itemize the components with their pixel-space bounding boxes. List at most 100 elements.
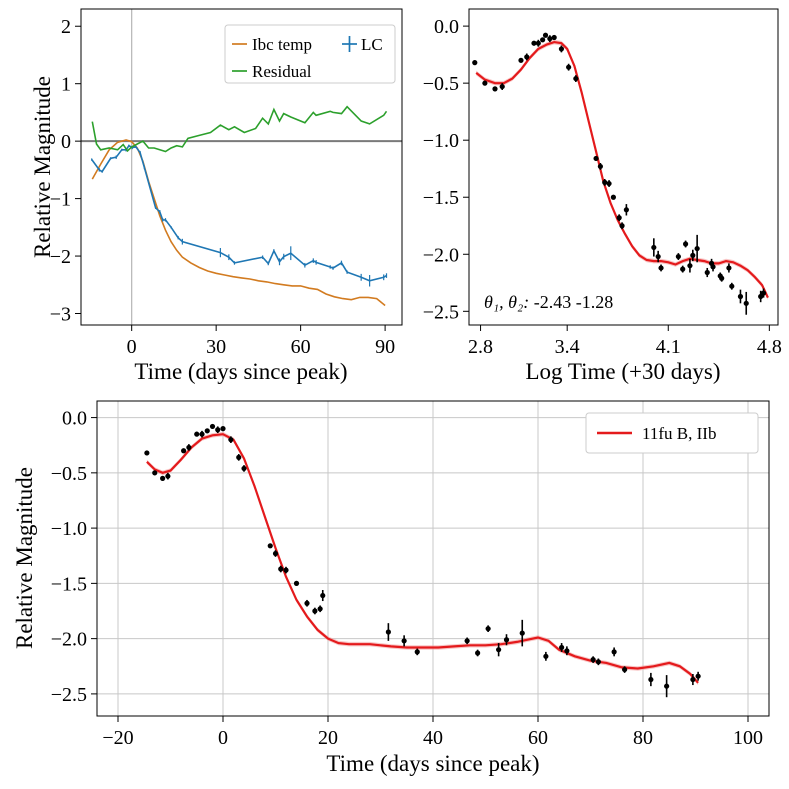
tl-ytick-label-0: 2 (61, 16, 71, 38)
tr-ytick-label-4: −2.0 (423, 244, 459, 266)
b-xtick-label-0: −20 (102, 727, 133, 749)
b-point (564, 648, 570, 654)
b-point (267, 543, 273, 549)
tl-ylabel: Relative Magnitude (30, 76, 55, 258)
tr-point (606, 180, 612, 187)
tl-ytick-label-1: 1 (61, 74, 71, 96)
b-point (317, 606, 323, 612)
tl-xtick-label-3: 90 (375, 336, 395, 358)
tr-theta-annotation: θ₁, θ₂: -2.43 -1.28 (484, 292, 613, 312)
tl-axes-frame (80, 8, 403, 326)
tr-point (675, 253, 681, 260)
tr-point (566, 64, 572, 70)
b-point (312, 608, 318, 614)
tr-fit-curve (475, 40, 769, 299)
b-point (543, 653, 549, 659)
tl-legend-box (224, 24, 396, 84)
tr-point (694, 245, 700, 252)
tl-series-lc (91, 144, 387, 282)
b-point (144, 450, 150, 456)
tr-point (558, 46, 565, 52)
tl-legend-label-ibc: Ibc temp (252, 35, 312, 54)
b-ytick-label-0: 0.0 (62, 408, 87, 430)
tl-ytick-label-5: −3 (50, 304, 71, 326)
tr-point (680, 266, 686, 272)
tr-point (551, 34, 557, 41)
tr-point (719, 275, 725, 281)
b-point (215, 427, 221, 433)
tl-plot-area (81, 9, 402, 325)
tr-xlabel: Log Time (+30 days) (525, 359, 720, 384)
b-legend-label-fit: 11fu B, IIb (642, 424, 716, 443)
b-point (590, 657, 596, 663)
b-point (278, 566, 284, 572)
b-point (519, 630, 525, 636)
tr-point (597, 163, 603, 170)
b-xtick-label-5: 80 (633, 727, 653, 749)
b-xtick-label-1: 0 (218, 727, 228, 749)
tl-xtick-label-2: 60 (291, 336, 311, 358)
b-point (209, 423, 216, 430)
b-point (228, 437, 234, 443)
b-point (194, 431, 200, 437)
b-point (241, 465, 247, 472)
tr-point (518, 57, 524, 63)
b-xtick-label-2: 20 (318, 727, 338, 749)
b-ytick-label-2: −1.0 (51, 518, 87, 540)
tr-point (535, 40, 541, 46)
b-fit-curve (146, 433, 699, 684)
tr-ytick-label-5: −2.5 (423, 301, 459, 323)
tl-ytick-label-4: −2 (50, 246, 71, 268)
tr-point (540, 37, 546, 43)
b-point (181, 448, 187, 454)
tr-point (531, 40, 537, 46)
b-point (611, 649, 617, 655)
tr-xtick-label-0: 2.8 (468, 336, 493, 358)
b-point (475, 650, 481, 656)
tr-point (729, 283, 735, 289)
tr-point (524, 54, 530, 60)
tr-theta-values: -2.43 -1.28 (534, 292, 614, 312)
tr-point (704, 269, 710, 276)
b-point (695, 673, 701, 679)
tr-point (593, 155, 599, 162)
b-xlabel: Time (days since peak) (326, 751, 539, 776)
b-xtick-label-6: 100 (733, 727, 763, 749)
tl-ticks: 0 30 60 90 2 1 0 −1 −2 −3 (50, 16, 395, 358)
tr-point (619, 223, 625, 229)
panel-log-time-fit: 2.8 3.4 4.1 4.8 0.0 −0.5 −1.0 −1.5 −2.0 −2.5 Log … (423, 8, 782, 384)
b-point (622, 666, 628, 673)
tr-point (651, 244, 657, 251)
b-ylabel: Relative Magnitude (12, 467, 37, 649)
tr-point (743, 300, 749, 306)
b-legend-box (585, 412, 759, 454)
tl-xtick-label-0: 0 (127, 336, 137, 358)
b-point (559, 644, 565, 651)
b-legend: 11fu B, IIb (585, 412, 759, 454)
b-point (401, 638, 407, 644)
b-point (648, 676, 654, 683)
tr-xtick-label-1: 3.4 (555, 336, 580, 358)
tr-point (482, 80, 488, 86)
tr-xtick-label-3: 4.8 (757, 336, 782, 358)
b-xtick-label-4: 60 (528, 727, 548, 749)
tl-legend-label-residual: Residual (252, 62, 312, 81)
b-xtick-label-3: 40 (423, 727, 443, 749)
tr-point (690, 252, 696, 259)
tr-xtick-label-2: 4.1 (656, 336, 681, 358)
tr-point (499, 83, 505, 90)
tr-point (472, 60, 478, 66)
tr-ytick-label-3: −1.5 (423, 187, 459, 209)
tr-point (602, 179, 608, 186)
b-point (220, 426, 226, 432)
tr-point (573, 75, 579, 82)
b-ytick-label-5: −2.5 (51, 684, 87, 706)
b-plot-area (97, 401, 769, 716)
tr-point (760, 290, 767, 296)
tl-series-ibc-temp (91, 139, 386, 307)
b-point (464, 638, 470, 644)
tr-point (758, 293, 764, 300)
b-ytick-label-4: −2.0 (51, 629, 87, 651)
